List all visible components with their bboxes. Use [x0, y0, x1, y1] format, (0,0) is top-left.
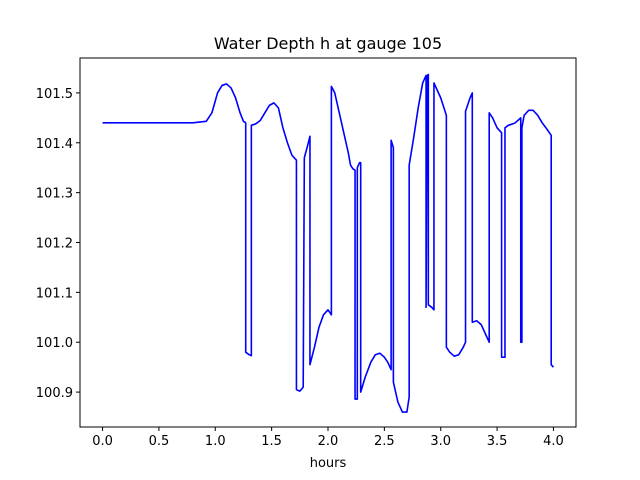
x-tick-label: 0.0: [92, 434, 113, 449]
plot-area: 0.0 0.5 1.0 1.5 2.0 2.5 3.0 3.5 4.0 100.9 101.0 101…: [36, 57, 577, 449]
chart-title: Water Depth h at gauge 105: [214, 34, 442, 53]
x-tick-label: 3.0: [430, 434, 451, 449]
x-tick-label: 4.0: [543, 434, 564, 449]
x-tick-label: 3.5: [487, 434, 508, 449]
y-tick-label: 101.2: [36, 237, 73, 252]
x-tick-label: 0.5: [149, 434, 170, 449]
y-tick-label: 100.9: [36, 386, 73, 401]
x-tick-label: 2.5: [374, 434, 395, 449]
x-tick-label: 1.5: [261, 434, 282, 449]
y-tick-label: 101.5: [36, 87, 73, 102]
y-tick-label: 101.4: [36, 137, 73, 152]
y-tick-label: 101.1: [36, 286, 73, 301]
x-tick-label: 1.0: [205, 434, 226, 449]
x-tick-label: 2.0: [318, 434, 339, 449]
y-tick-label: 101.3: [36, 187, 73, 202]
x-axis-label: hours: [310, 456, 347, 471]
series-line-0: [102, 73, 555, 413]
y-tick-label: 101.0: [36, 336, 73, 351]
